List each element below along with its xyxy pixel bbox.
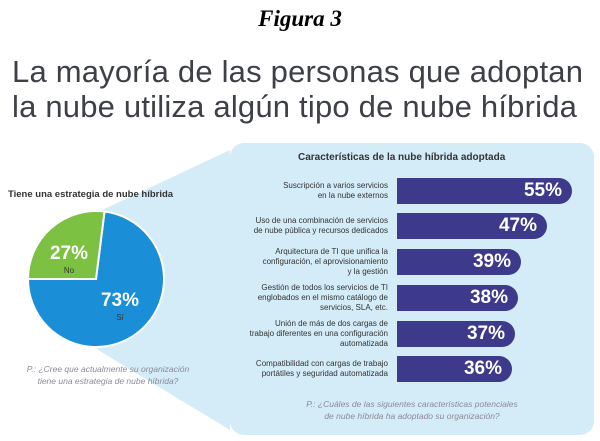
headline-line-1: La mayoría de las personas que adoptan (12, 54, 584, 89)
bar-question-line-2: de nube híbrida ha adoptado su organizac… (324, 411, 500, 421)
bar (397, 285, 518, 311)
bar-category-label: Arquitectura de TI que unifica la configu… (240, 247, 388, 277)
bar-category-line: portátiles y seguridad automatizada (261, 369, 388, 378)
pie-label-si-value: 73% (100, 290, 140, 311)
pie-label-no-name: No (63, 266, 75, 275)
bar-category-line: Compatibilidad con cargas de trabajo (255, 359, 388, 368)
pie-question-line-2: tiene una estrategia de nube híbrida? (37, 376, 179, 386)
bar-category-line: Unión de más de dos cargas de (275, 319, 388, 328)
bar-category-line: Gestión de todos los servicios de TI (261, 283, 388, 292)
bar-category-line: en la nube externos (317, 191, 388, 200)
bar (397, 321, 515, 347)
bar-category-label: Gestión de todos los servicios de TI engl… (240, 283, 388, 313)
bar (397, 213, 547, 239)
bar-category-label: Unión de más de dos cargas de trabajo dif… (240, 319, 388, 349)
bar-category-line: Uso de una combinación de servicios (255, 216, 388, 225)
pie-label-si-name: Sí (116, 313, 124, 322)
bar-category-label: Uso de una combinación de servicios de nu… (240, 216, 388, 236)
bar (397, 178, 572, 204)
bar (397, 356, 512, 382)
bar-value-label: 39% (472, 251, 511, 272)
bar-category-line: automatizada (339, 339, 388, 348)
bar-category-line: servicios, SLA, etc. (319, 303, 388, 312)
bar-value-label: 37% (466, 323, 505, 344)
bar-value-label: 36% (463, 358, 502, 379)
pie-label-no-value: 27% (49, 243, 89, 264)
bar-category-line: englobados en el mismo catálogo de (257, 293, 388, 302)
bar-category-label: Compatibilidad con cargas de trabajo port… (240, 359, 388, 379)
pie-slice-no (26, 210, 106, 280)
headline-line-2: la nube utiliza algún tipo de nube híbri… (12, 89, 578, 124)
bar-category-line: configuración, el aprovisionamiento (262, 257, 388, 266)
bar-value-label: 38% (469, 287, 508, 308)
bar-category-line: trabajo diferentes en una configuración (249, 329, 388, 338)
bar-question-line-1: P.: ¿Cuáles de las siguientes caracterís… (306, 399, 518, 409)
bar-category-line: Arquitectura de TI que unifica la (275, 247, 388, 256)
bar-category-label: Suscripción a varios servicios en la nube… (240, 181, 388, 201)
bar (397, 249, 521, 275)
bar-value-label: 47% (498, 215, 537, 236)
figure-caption: Figura 3 (258, 6, 342, 31)
pie-chart (26, 210, 165, 348)
bar-category-line: y la gestión (347, 267, 388, 276)
bar-category-line: de nube pública y recursos dedicados (253, 226, 388, 235)
bar-chart-title: Características de la nube híbrida adopt… (298, 152, 506, 163)
bar-category-line: Suscripción a varios servicios (283, 181, 388, 190)
bar-value-label: 55% (523, 180, 562, 201)
pie-chart-title: Tiene una estrategia de nube híbrida (8, 189, 174, 200)
pie-question-line-1: P.: ¿Cree que actualmente su organizació… (26, 364, 190, 374)
